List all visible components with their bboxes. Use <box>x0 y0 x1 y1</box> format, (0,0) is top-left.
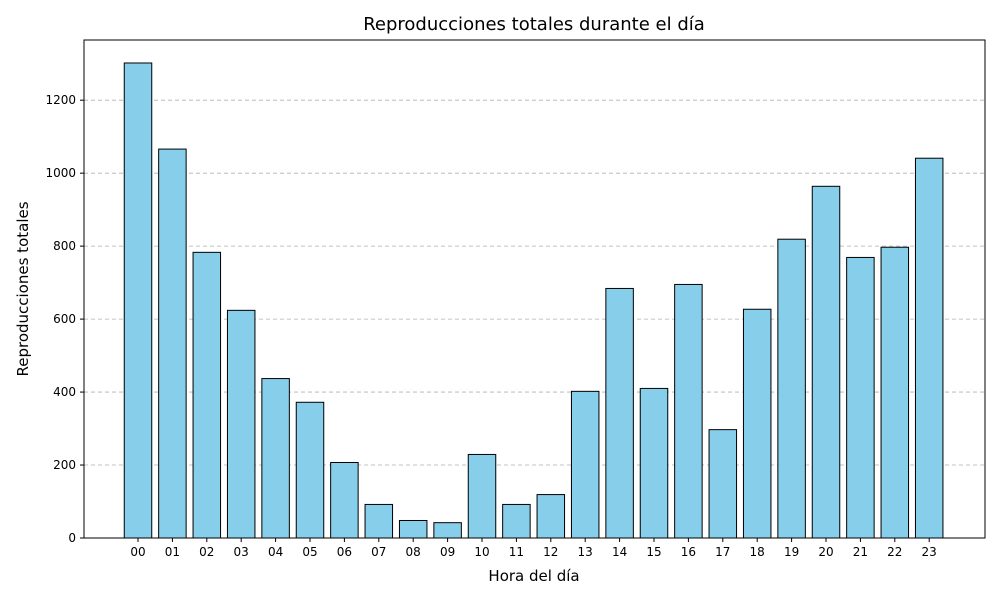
bar-14 <box>605 287 634 539</box>
bar-13 <box>570 390 600 539</box>
y-tick-label: 400 <box>53 385 76 399</box>
y-axis: 0 200 400 600 800 1000 1200 <box>45 93 84 545</box>
x-tick-label: 10 <box>474 545 489 559</box>
y-tick-label: 1000 <box>45 166 76 180</box>
x-tick-label: 01 <box>165 545 180 559</box>
y-tick-label: 1200 <box>45 93 76 107</box>
x-tick-label: 19 <box>784 545 799 559</box>
x-tick-label: 23 <box>922 545 937 559</box>
bar-01 <box>158 148 187 539</box>
x-tick-label: 13 <box>578 545 593 559</box>
y-tick-label: 200 <box>53 458 76 472</box>
x-tick-label: 18 <box>750 545 765 559</box>
bar-05 <box>295 401 325 539</box>
y-tick-label: 800 <box>53 239 76 253</box>
plot-frame <box>83 39 986 539</box>
x-tick-label: 06 <box>337 545 352 559</box>
bar-12 <box>536 494 566 539</box>
bar-15 <box>639 387 669 539</box>
x-tick-label: 17 <box>715 545 730 559</box>
y-axis-label: Reproducciones totales <box>14 201 32 376</box>
bar-11 <box>502 503 531 539</box>
x-axis: 00 01 02 03 04 05 06 07 08 09 10 11 12 13 14 15 16 17 18 19… <box>130 538 937 559</box>
x-tick-label: 12 <box>543 545 558 559</box>
bar-08 <box>398 519 428 539</box>
x-tick-label: 11 <box>509 545 524 559</box>
bar-10 <box>467 453 497 539</box>
x-tick-label: 22 <box>887 545 902 559</box>
bar-04 <box>261 378 290 539</box>
x-tick-label: 00 <box>130 545 145 559</box>
bar-16 <box>674 283 703 539</box>
bar-20 <box>811 185 841 539</box>
y-tick-label: 600 <box>53 312 76 326</box>
x-tick-label: 15 <box>646 545 661 559</box>
x-tick-label: 21 <box>853 545 868 559</box>
bar-06 <box>330 461 359 539</box>
x-tick-label: 08 <box>406 545 421 559</box>
x-tick-label: 02 <box>199 545 214 559</box>
bar-18 <box>742 308 772 539</box>
x-tick-label: 20 <box>818 545 833 559</box>
bar-17 <box>708 429 738 539</box>
chart-title: Reproducciones totales durante el día <box>363 14 705 35</box>
bar-22 <box>880 246 910 539</box>
bar-21 <box>846 256 875 539</box>
bar-02 <box>192 251 222 539</box>
x-tick-label: 03 <box>234 545 249 559</box>
bar-07 <box>364 503 394 539</box>
bar-00 <box>123 62 153 539</box>
x-tick-label: 16 <box>681 545 696 559</box>
x-tick-label: 07 <box>371 545 386 559</box>
bar-03 <box>226 309 256 539</box>
y-tick-label: 0 <box>68 531 76 545</box>
x-axis-label: Hora del día <box>488 567 579 585</box>
bar-19 <box>777 238 806 539</box>
bar-23 <box>914 157 944 539</box>
bars <box>123 62 944 539</box>
x-tick-label: 14 <box>612 545 627 559</box>
x-tick-label: 04 <box>268 545 283 559</box>
x-tick-label: 09 <box>440 545 455 559</box>
x-tick-label: 05 <box>302 545 317 559</box>
bar-09 <box>433 522 462 539</box>
